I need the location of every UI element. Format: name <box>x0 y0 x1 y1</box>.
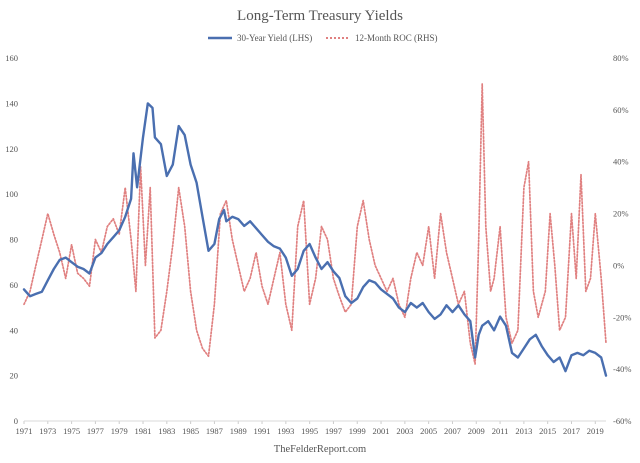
x-tick-label: 2017 <box>563 426 580 436</box>
x-tick-label: 2003 <box>396 426 413 436</box>
roc-series-line <box>23 83 607 365</box>
right-tick-label: -20% <box>613 312 631 322</box>
yield-series-line <box>22 102 608 377</box>
x-tick-label: 1991 <box>254 426 271 436</box>
left-tick-label: 160 <box>5 53 18 63</box>
yield-series-group <box>22 102 608 377</box>
source-credit: TheFelderReport.com <box>274 444 366 455</box>
right-axis-ticks: -60% -40% -20% 0% 20% 40% 60% 80% <box>613 53 631 426</box>
legend-label-yield: 30-Year Yield (LHS) <box>237 33 312 43</box>
x-tick-label: 1979 <box>111 426 128 436</box>
x-tick-label: 1997 <box>325 426 342 436</box>
x-tick-label: 2015 <box>539 426 556 436</box>
x-tick-label: 1995 <box>301 426 318 436</box>
left-tick-label: 60 <box>10 280 19 290</box>
right-tick-label: -40% <box>613 364 631 374</box>
x-axis-ticks: 1971 1973 1975 1977 1979 1981 1983 1985 1987 1989… <box>16 421 604 436</box>
left-axis-ticks: 0 20 40 60 80 100 120 140 160 <box>5 53 18 426</box>
x-tick-label: 2005 <box>420 426 437 436</box>
left-tick-label: 0 <box>14 416 18 426</box>
x-tick-label: 2001 <box>373 426 390 436</box>
left-tick-label: 100 <box>5 189 18 199</box>
x-tick-label: 1987 <box>206 426 223 436</box>
legend: 30-Year Yield (LHS) 12-Month ROC (RHS) <box>208 33 438 43</box>
x-tick-label: 1975 <box>63 426 80 436</box>
x-tick-label: 1989 <box>230 426 247 436</box>
x-tick-label: 1985 <box>182 426 199 436</box>
right-tick-label: 60% <box>613 105 629 115</box>
x-tick-label: 1999 <box>349 426 366 436</box>
x-tick-label: 2013 <box>515 426 532 436</box>
left-tick-label: 40 <box>10 325 19 335</box>
x-tick-label: 1983 <box>158 426 175 436</box>
left-tick-label: 20 <box>10 371 19 381</box>
chart-title: Long-Term Treasury Yields <box>237 8 403 24</box>
left-tick-label: 120 <box>5 144 18 154</box>
x-tick-label: 2011 <box>492 426 509 436</box>
x-tick-label: 2009 <box>468 426 485 436</box>
x-tick-label: 1973 <box>39 426 56 436</box>
left-tick-label: 140 <box>5 98 18 108</box>
left-tick-label: 80 <box>10 235 19 245</box>
x-tick-label: 1981 <box>135 426 152 436</box>
x-tick-label: 1977 <box>87 426 104 436</box>
right-tick-label: 20% <box>613 209 629 219</box>
x-tick-label: 1971 <box>16 426 33 436</box>
roc-series-group <box>23 83 607 365</box>
right-tick-label: -60% <box>613 416 631 426</box>
x-tick-label: 2019 <box>587 426 604 436</box>
right-tick-label: 0% <box>613 260 624 270</box>
x-tick-label: 2007 <box>444 426 461 436</box>
x-tick-label: 1993 <box>277 426 294 436</box>
legend-label-roc: 12-Month ROC (RHS) <box>355 33 438 43</box>
right-tick-label: 80% <box>613 53 629 63</box>
right-tick-label: 40% <box>613 157 629 167</box>
